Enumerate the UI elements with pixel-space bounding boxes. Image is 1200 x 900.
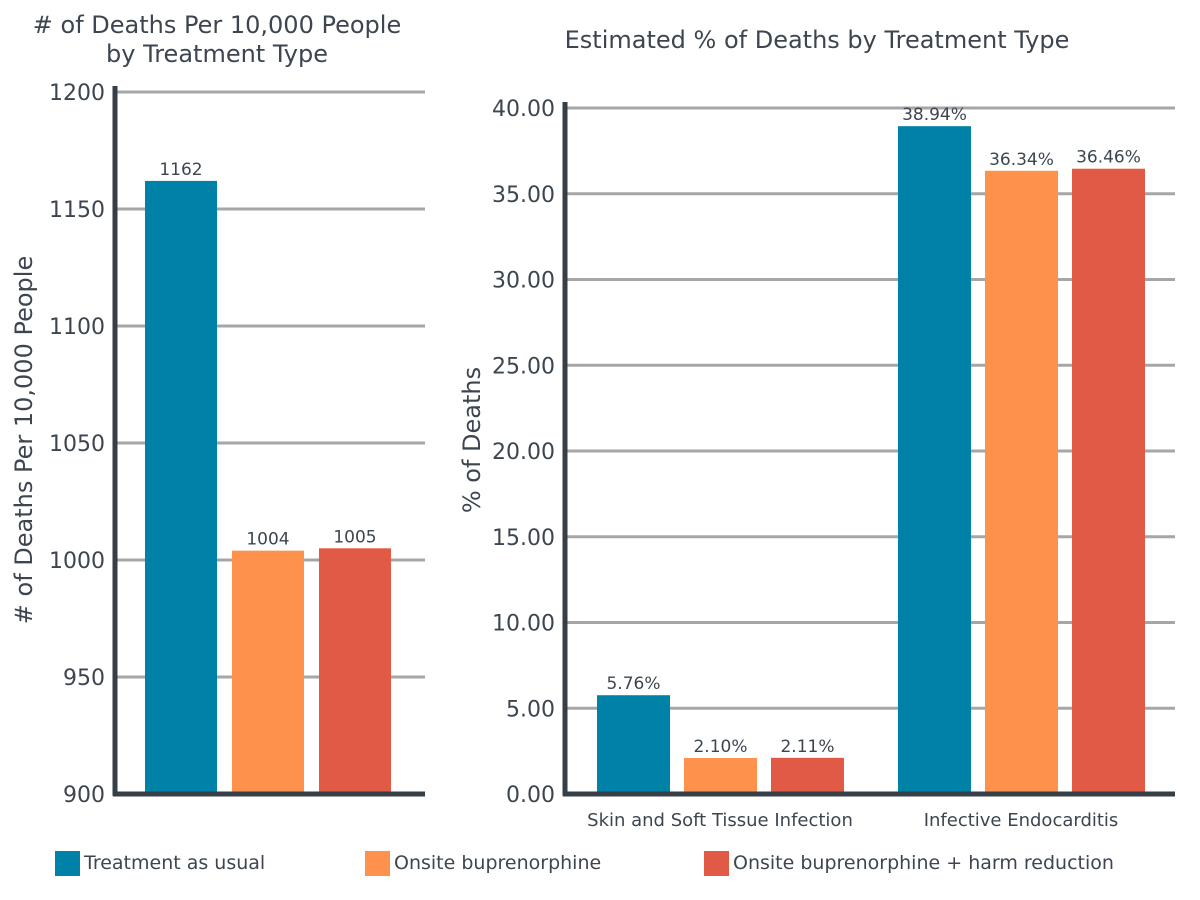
x-category-label: Infective Endocarditis [924,810,1119,831]
legend-item-onsite-buprenorphine: Onsite buprenorphine [365,848,601,878]
data-label: 38.94% [902,105,967,125]
data-label: 1004 [246,530,289,550]
data-label: 5.76% [606,674,660,694]
y-axis-label: # of Deaths Per 10,000 People [10,256,38,624]
chart-title: by Treatment Type [106,40,328,68]
bar [1072,168,1145,794]
y-tick-label: 20.00 [492,440,555,465]
chart-title: # of Deaths Per 10,000 People [33,11,401,39]
y-tick-label: 15.00 [492,526,555,551]
legend-label: Onsite buprenorphine [394,852,602,874]
y-tick-label: 30.00 [492,269,555,294]
legend: Treatment as usual Onsite buprenorphine … [0,848,1200,882]
legend-item-treatment-as-usual: Treatment as usual [55,848,265,878]
bar [232,550,304,794]
y-tick-label: 10.00 [492,612,555,637]
y-axis-label: % of Deaths [458,367,486,513]
right-chart: Estimated % of Deaths by Treatment Type 0… [458,26,1175,831]
data-label: 36.34% [989,150,1054,170]
y-tick-label: 5.00 [506,697,555,722]
x-category-label: Skin and Soft Tissue Infection [587,810,853,831]
data-label: 36.46% [1076,148,1141,168]
y-tick-label: 1200 [49,81,105,106]
bar [771,757,844,794]
data-label: 2.11% [780,737,834,757]
bar [597,695,670,794]
legend-label: Treatment as usual [84,852,266,874]
bar [985,170,1058,795]
legend-swatch [365,850,390,876]
data-label: 2.10% [693,737,747,757]
bar [898,126,971,794]
y-tick-label: 950 [63,666,105,691]
y-tick-label: 35.00 [492,183,555,208]
legend-item-onsite-buprenorphine-harm-reduction: Onsite buprenorphine + harm reduction [704,848,1114,878]
y-tick-label: 1150 [49,198,105,223]
legend-swatch [55,850,80,876]
bar [684,757,757,794]
y-tick-label: 1100 [49,315,105,340]
y-tick-label: 1050 [49,432,105,457]
data-label: 1162 [159,160,202,180]
y-tick-label: 1000 [49,549,105,574]
data-label: 1005 [333,527,376,547]
y-tick-label: 900 [63,783,105,808]
legend-label: Onsite buprenorphine + harm reduction [733,852,1114,874]
bar [145,180,217,795]
y-tick-label: 25.00 [492,354,555,379]
y-tick-label: 40.00 [492,97,555,122]
legend-swatch [704,850,729,876]
bar [319,548,391,794]
y-tick-label: 0.00 [506,783,555,808]
chart-title: Estimated % of Deaths by Treatment Type [565,26,1070,54]
